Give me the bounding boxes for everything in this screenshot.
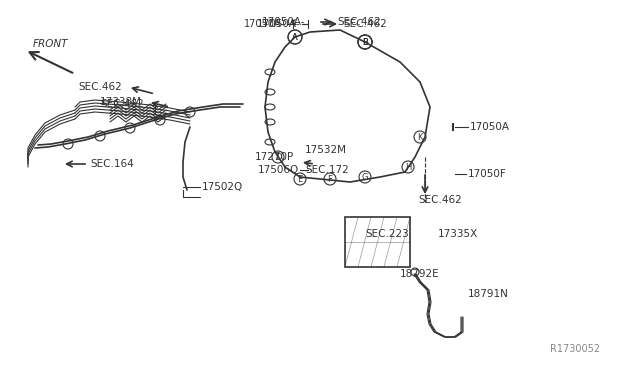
Text: K: K [417,132,423,141]
Text: SEC.172: SEC.172 [305,165,349,175]
Text: 17335X: 17335X [438,229,478,239]
Text: 17532M: 17532M [305,145,347,155]
Text: 17050A: 17050A [470,122,510,132]
Text: R1730052: R1730052 [550,344,600,354]
Text: FRONT: FRONT [32,39,68,49]
Text: 18791N: 18791N [468,289,509,299]
Text: B: B [362,38,368,46]
Text: SEC.462: SEC.462 [337,17,381,27]
Text: A: A [292,32,298,42]
Text: 17050F: 17050F [468,169,507,179]
Text: B: B [362,38,368,46]
Text: 17338M: 17338M [100,97,142,107]
Text: SEC.223: SEC.223 [365,229,409,239]
Text: E: E [298,174,303,183]
Text: 17502Q: 17502Q [202,182,243,192]
Text: SEC.462: SEC.462 [78,82,122,92]
Text: 17050A-: 17050A- [257,19,300,29]
Text: 18792E: 18792E [400,269,440,279]
Text: SEC.462: SEC.462 [343,19,387,29]
Text: SEC.462: SEC.462 [100,99,144,109]
Text: 17050A-: 17050A- [244,19,285,29]
Text: D: D [275,153,281,161]
Text: 17050A-: 17050A- [262,17,305,27]
Text: SEC.164: SEC.164 [90,159,134,169]
Text: 17270P: 17270P [255,152,294,162]
Text: B: B [362,38,368,46]
Text: F: F [328,174,332,183]
Text: 17506Q: 17506Q [258,165,300,175]
Text: SEC.462: SEC.462 [418,195,461,205]
Text: A: A [292,32,298,42]
Text: H: H [405,163,411,171]
Text: G: G [362,173,368,182]
